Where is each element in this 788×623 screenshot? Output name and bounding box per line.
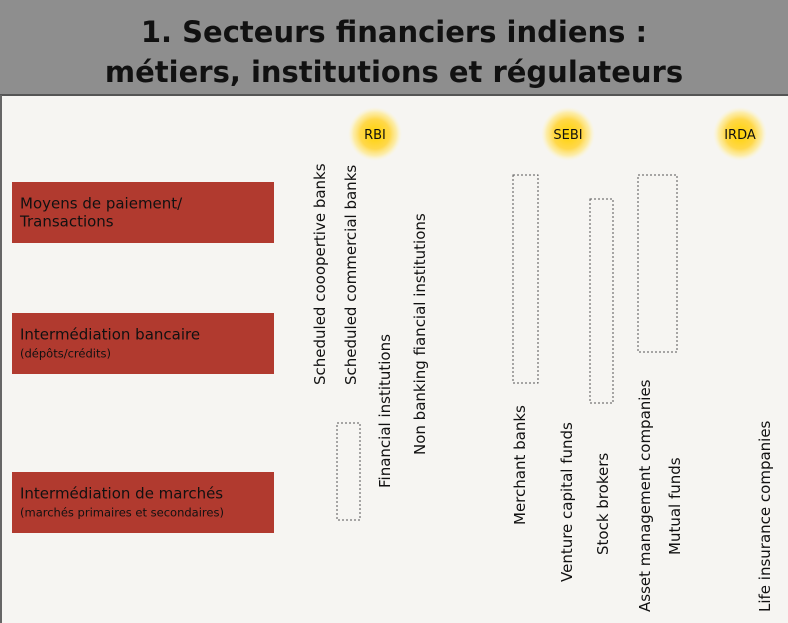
dashed-box xyxy=(589,198,614,404)
activity-sublabel: (marchés primaires et secondaires) xyxy=(20,506,224,520)
activity-label: Intermédiation de marchés xyxy=(20,485,223,503)
institution-label: Scheduled cooopertive banks xyxy=(311,163,329,385)
institution-label: Merchant banks xyxy=(511,405,529,525)
dashed-groups xyxy=(336,174,678,521)
title-line: 1. Secteurs financiers indiens : xyxy=(141,15,647,49)
dashed-box xyxy=(512,174,539,384)
institution-label: Asset management companies xyxy=(636,379,654,612)
regulator-label: RBI xyxy=(364,128,386,143)
activity-label: Moyens de paiement/ xyxy=(20,195,183,213)
institution-label: Mutual funds xyxy=(666,457,684,555)
activity-label: Intermédiation bancaire xyxy=(20,326,200,344)
activity-label: Transactions xyxy=(19,213,114,231)
activity-box xyxy=(12,182,274,243)
activity-box xyxy=(12,313,274,374)
institution-label: Life insurance companies xyxy=(756,420,774,612)
regulator-glow xyxy=(713,107,767,161)
regulator-glow xyxy=(348,107,402,161)
title-line: métiers, institutions et régulateurs xyxy=(105,55,683,89)
institution-label: Non banking fiancial institutions xyxy=(411,213,429,455)
institution-label: Venture capital funds xyxy=(558,422,576,582)
regulator-glow xyxy=(541,107,595,161)
regulator-label: SEBI xyxy=(553,128,582,143)
activity-sublabel: (dépôts/crédits) xyxy=(20,347,111,361)
activity-box xyxy=(12,472,274,533)
institution-label: Scheduled commercial banks xyxy=(342,165,360,385)
regulator-label: IRDA xyxy=(724,128,756,143)
institution-label: Financial institutions xyxy=(376,334,394,488)
header-band xyxy=(0,0,788,95)
institution-label: Stock brokers xyxy=(594,453,612,555)
